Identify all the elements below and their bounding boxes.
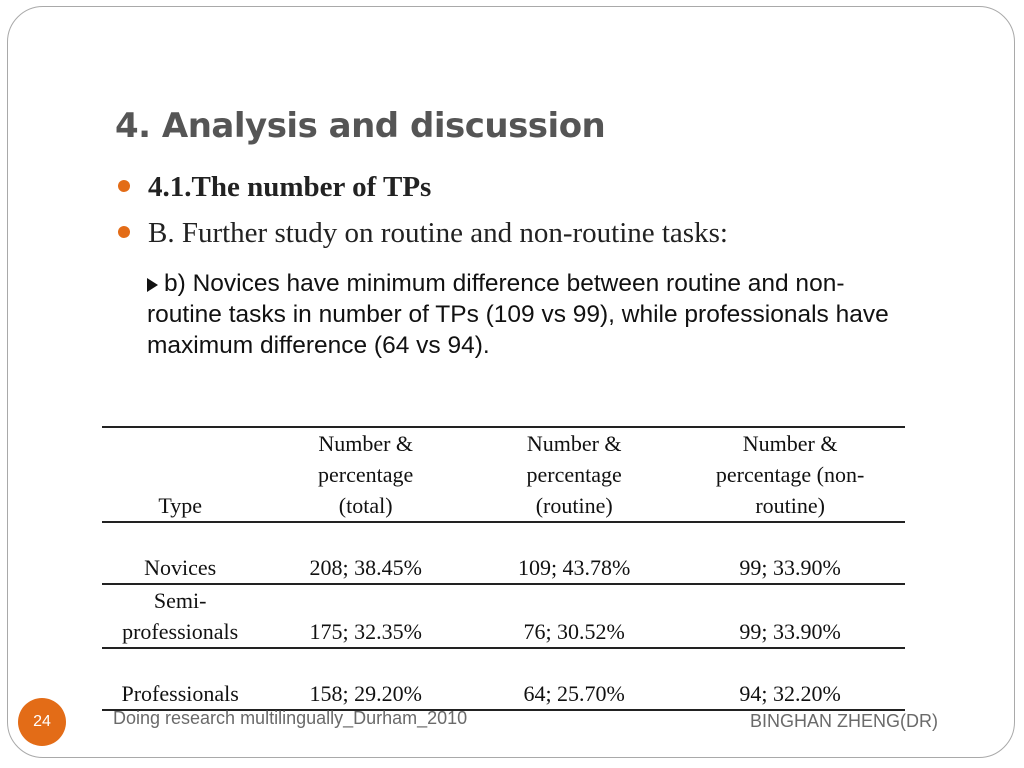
row-total: 158; 29.20% xyxy=(309,681,422,706)
header-total: Number & percentage (total) xyxy=(258,426,474,523)
row-non-routine: 99; 33.90% xyxy=(739,619,841,644)
row-type: Semi-professionals xyxy=(122,588,239,644)
row-routine: 64; 25.70% xyxy=(523,681,625,706)
row-total: 175; 32.35% xyxy=(309,619,422,644)
footer-left-text: Doing research multilingually_Durham_201… xyxy=(113,708,468,728)
sub-point: b) Novices have minimum difference betwe… xyxy=(147,268,917,361)
sub-point-text: b) Novices have minimum difference betwe… xyxy=(147,270,889,359)
row-type: Novices xyxy=(144,555,217,580)
bullet-text-2: B. Further study on routine and non-rout… xyxy=(148,217,728,249)
header-type: Type xyxy=(102,426,259,523)
table-row: Semi-professionals 175; 32.35% 76; 30.52… xyxy=(102,584,905,648)
results-table: Type Number & percentage (total) Number … xyxy=(102,426,905,711)
bullet-item-1: 4.1.The number of TPs xyxy=(118,171,431,204)
row-non-routine: 94; 32.20% xyxy=(739,681,841,706)
bullet-item-2: B. Further study on routine and non-rout… xyxy=(118,217,728,250)
header-routine: Number & percentage (routine) xyxy=(473,426,676,523)
arrow-bullet-icon xyxy=(147,278,158,292)
row-type: Professionals xyxy=(121,681,239,706)
slide-frame xyxy=(7,6,1015,758)
footer-right-text: BINGHAN ZHENG(DR) xyxy=(750,711,938,731)
bullet-text-1: 4.1.The number of TPs xyxy=(148,171,432,203)
table-row: Professionals 158; 29.20% 64; 25.70% 94;… xyxy=(102,648,905,710)
header-non-routine: Number & percentage (non-routine) xyxy=(675,426,905,523)
bullet-dot-icon xyxy=(118,180,130,193)
row-routine: 76; 30.52% xyxy=(523,619,625,644)
row-routine: 109; 43.78% xyxy=(517,555,631,580)
slide-title: 4. Analysis and discussion xyxy=(115,106,606,146)
table-row: Novices 208; 38.45% 109; 43.78% 99; 33.9… xyxy=(102,522,905,584)
bullet-dot-icon xyxy=(118,226,130,239)
page-number-badge: 24 xyxy=(18,698,66,746)
table-header-row: Type Number & percentage (total) Number … xyxy=(102,426,905,523)
row-total: 208; 38.45% xyxy=(309,555,422,580)
row-non-routine: 99; 33.90% xyxy=(739,555,841,580)
